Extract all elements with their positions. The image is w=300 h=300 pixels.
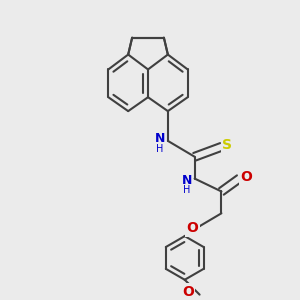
Text: S: S [222, 138, 233, 152]
Text: N: N [182, 174, 192, 187]
Text: O: O [182, 285, 194, 299]
Text: O: O [240, 169, 252, 184]
Text: N: N [155, 132, 165, 146]
Text: O: O [187, 221, 199, 235]
Text: H: H [183, 185, 190, 196]
Text: H: H [156, 144, 164, 154]
